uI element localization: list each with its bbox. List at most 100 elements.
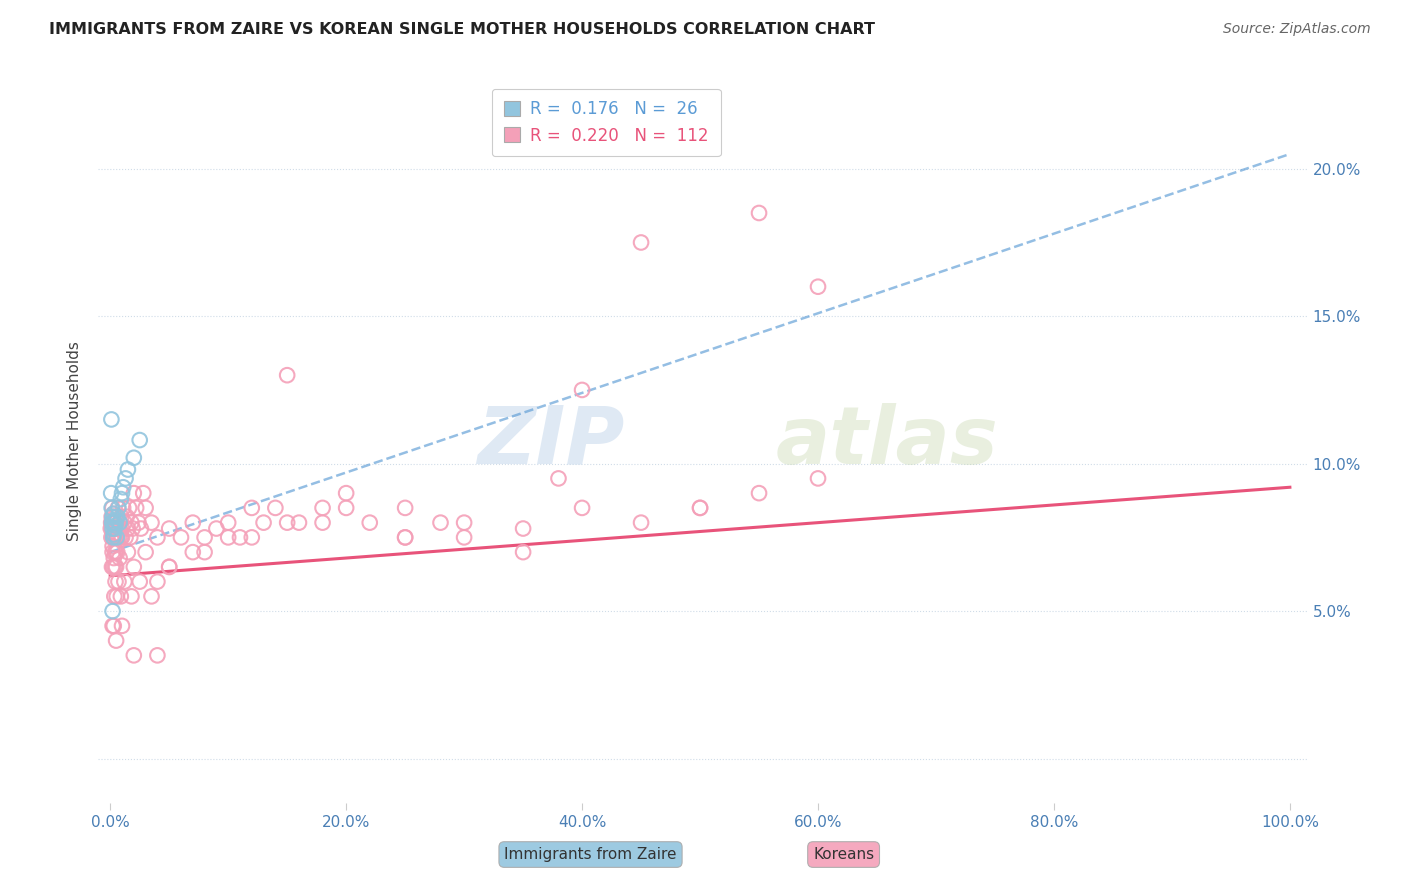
Point bbox=[512, 522, 534, 536]
Point bbox=[453, 516, 475, 530]
Point bbox=[103, 522, 125, 536]
Point bbox=[112, 500, 135, 515]
Point bbox=[101, 516, 124, 530]
Point bbox=[135, 545, 157, 559]
Point bbox=[110, 491, 132, 506]
Point bbox=[105, 509, 128, 524]
Point bbox=[103, 551, 125, 566]
Point bbox=[194, 545, 217, 559]
Point bbox=[107, 574, 129, 589]
Point bbox=[110, 516, 132, 530]
Point bbox=[105, 560, 128, 574]
Point bbox=[104, 545, 127, 559]
Point bbox=[571, 500, 593, 515]
Point bbox=[101, 522, 124, 536]
Point bbox=[104, 516, 127, 530]
Point bbox=[101, 522, 124, 536]
Point bbox=[689, 500, 711, 515]
Point bbox=[105, 522, 128, 536]
Y-axis label: Single Mother Households: Single Mother Households bbox=[67, 342, 83, 541]
Point bbox=[108, 551, 131, 566]
Point bbox=[429, 516, 451, 530]
Point bbox=[118, 500, 141, 515]
Point bbox=[135, 500, 157, 515]
Point bbox=[240, 500, 263, 515]
Point bbox=[157, 560, 180, 574]
Point bbox=[105, 633, 128, 648]
Point bbox=[108, 522, 131, 536]
Point bbox=[104, 545, 127, 559]
Point bbox=[807, 279, 830, 293]
Point bbox=[141, 590, 163, 604]
Point bbox=[104, 522, 127, 536]
Point bbox=[335, 486, 357, 500]
Point bbox=[104, 560, 127, 574]
Point bbox=[748, 206, 770, 220]
Point bbox=[122, 648, 145, 663]
Point bbox=[453, 530, 475, 544]
Point bbox=[217, 530, 239, 544]
Point bbox=[103, 530, 125, 544]
Point bbox=[100, 500, 122, 515]
Point bbox=[122, 560, 145, 574]
Point bbox=[110, 509, 132, 524]
Point bbox=[571, 383, 593, 397]
Point bbox=[689, 500, 711, 515]
Point bbox=[101, 500, 124, 515]
Point bbox=[112, 480, 135, 494]
Point bbox=[110, 590, 132, 604]
Point bbox=[100, 530, 122, 544]
Point bbox=[111, 522, 134, 536]
Point bbox=[103, 507, 125, 521]
Point bbox=[104, 530, 127, 544]
Point bbox=[111, 530, 134, 544]
Point bbox=[170, 530, 193, 544]
Point bbox=[108, 516, 131, 530]
Point bbox=[101, 516, 124, 530]
Point bbox=[194, 530, 217, 544]
Point bbox=[157, 522, 180, 536]
Point bbox=[146, 574, 169, 589]
Point bbox=[101, 619, 124, 633]
Point bbox=[104, 518, 127, 533]
Point bbox=[807, 471, 830, 485]
Text: Source: ZipAtlas.com: Source: ZipAtlas.com bbox=[1223, 22, 1371, 37]
Point bbox=[111, 619, 134, 633]
Point bbox=[103, 516, 125, 530]
Point bbox=[288, 516, 311, 530]
Point bbox=[108, 530, 131, 544]
Point bbox=[110, 530, 132, 544]
Point bbox=[205, 522, 228, 536]
Point bbox=[311, 500, 333, 515]
Point bbox=[115, 509, 138, 524]
Point bbox=[146, 648, 169, 663]
Point bbox=[100, 486, 122, 500]
Point bbox=[101, 560, 124, 574]
Point bbox=[264, 500, 287, 515]
Point bbox=[132, 486, 155, 500]
Point bbox=[101, 539, 124, 553]
Point bbox=[129, 522, 152, 536]
Point bbox=[141, 516, 163, 530]
Point bbox=[101, 560, 124, 574]
Point bbox=[101, 545, 124, 559]
Point bbox=[120, 530, 142, 544]
Point bbox=[103, 527, 125, 541]
Point bbox=[630, 516, 652, 530]
Point bbox=[276, 516, 298, 530]
Point bbox=[276, 368, 298, 383]
Point bbox=[630, 235, 652, 250]
Point bbox=[101, 516, 124, 530]
Legend: R =  0.176   N =  26, R =  0.220   N =  112: R = 0.176 N = 26, R = 0.220 N = 112 bbox=[492, 88, 720, 156]
Point bbox=[335, 500, 357, 515]
Point bbox=[105, 513, 128, 527]
Point bbox=[394, 530, 416, 544]
Point bbox=[100, 509, 122, 524]
Point bbox=[229, 530, 252, 544]
Point bbox=[101, 604, 124, 618]
Point bbox=[117, 545, 139, 559]
Point bbox=[181, 516, 204, 530]
Point bbox=[240, 530, 263, 544]
Point bbox=[311, 516, 333, 530]
Point bbox=[122, 486, 145, 500]
